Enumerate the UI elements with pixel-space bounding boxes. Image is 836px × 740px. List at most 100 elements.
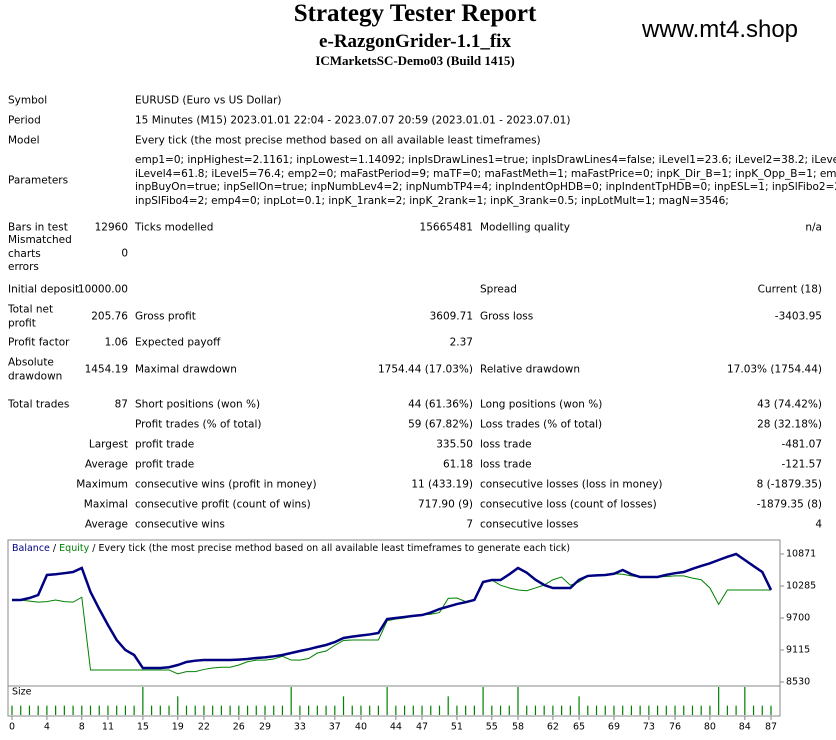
field-label: Gross profit xyxy=(135,310,196,323)
row-label: Profit factor xyxy=(8,336,70,349)
field-value: 717.90 (9) xyxy=(418,498,473,511)
field-label: consecutive profit (count of wins) xyxy=(135,498,311,511)
x-tick-label: 80 xyxy=(704,722,716,733)
field-label: loss trade xyxy=(480,458,532,471)
parameters-line: inpSlFibo4=2; emp4=0; inpLot=0.1; inpK_1… xyxy=(135,194,729,207)
report-title: Strategy Tester Report xyxy=(293,0,537,27)
field-value: Current (18) xyxy=(757,283,822,296)
x-tick-label: 15 xyxy=(137,722,149,733)
field-label: Expected payoff xyxy=(135,336,221,349)
row-value: Average xyxy=(84,518,128,531)
field-value: 7 xyxy=(466,518,473,531)
x-tick-label: 62 xyxy=(547,722,559,733)
field-value: 335.50 xyxy=(436,438,473,451)
y-tick-label: 10871 xyxy=(786,548,816,559)
y-tick-label: 8530 xyxy=(786,677,810,688)
x-tick-label: 47 xyxy=(416,722,428,733)
row-label: Absolute drawdown xyxy=(8,356,63,383)
size-frame xyxy=(7,685,781,717)
field-label: Short positions (won %) xyxy=(135,398,261,411)
x-tick-label: 8 xyxy=(79,722,85,733)
field-label: Ticks modelled xyxy=(135,221,214,234)
field-label: Every tick (the most precise method base… xyxy=(135,134,541,147)
x-tick-label: 37 xyxy=(329,722,341,733)
field-label: profit trade xyxy=(135,438,195,451)
field-value: 17.03% (1754.44) xyxy=(727,363,822,376)
watermark: www.mt4.shop xyxy=(641,16,799,43)
legend-separator: / xyxy=(53,543,57,554)
legend-separator: / xyxy=(92,543,96,554)
x-tick-label: 4 xyxy=(44,722,50,733)
x-tick-label: 19 xyxy=(172,722,184,733)
field-value: -1879.35 (8) xyxy=(756,498,822,511)
field-label: loss trade xyxy=(480,438,532,451)
row-label: Parameters xyxy=(8,174,69,187)
parameters-text: emp1=0; inpHighest=2.1161; inpLowest=1.1… xyxy=(135,154,836,208)
legend-entry: Balance xyxy=(12,543,50,554)
x-tick-label: 51 xyxy=(451,722,463,733)
row-value: 10000.00 xyxy=(77,283,128,296)
field-label: consecutive wins xyxy=(135,518,225,531)
row-value: 87 xyxy=(114,398,128,411)
field-value: 43 (74.42%) xyxy=(757,398,822,411)
field-value: -121.57 xyxy=(781,458,822,471)
x-tick-label: 26 xyxy=(233,722,245,733)
x-tick-label: 44 xyxy=(390,722,402,733)
row-value: 0 xyxy=(121,247,128,260)
x-tick-label: 84 xyxy=(739,722,751,733)
server-name: ICMarketsSC-Demo03 (Build 1415) xyxy=(315,53,515,68)
field-value: 59 (67.82%) xyxy=(408,418,473,431)
y-tick-label: 10285 xyxy=(786,581,816,592)
field-label: Modelling quality xyxy=(480,221,570,234)
field-value: 15665481 xyxy=(419,221,473,234)
x-tick-label: 33 xyxy=(294,722,306,733)
x-tick-label: 73 xyxy=(643,722,655,733)
x-tick-label: 11 xyxy=(102,722,114,733)
field-label: consecutive losses (loss in money) xyxy=(480,478,663,491)
field-label: Maximal drawdown xyxy=(135,363,237,376)
field-label: Loss trades (% of total) xyxy=(480,418,603,431)
legend: Balance / Equity / Every tick (the most … xyxy=(12,543,570,554)
x-tick-label: 76 xyxy=(669,722,681,733)
row-value: 205.76 xyxy=(91,310,128,323)
row-value: Largest xyxy=(88,438,128,451)
field-label: consecutive loss (count of losses) xyxy=(480,498,657,511)
x-tick-label: 87 xyxy=(765,722,777,733)
row-label: Mismatched charts errors xyxy=(8,233,72,273)
field-label: consecutive losses xyxy=(480,518,579,531)
row-label: Initial deposit xyxy=(8,283,80,296)
series-line xyxy=(12,552,773,670)
row-value: 1454.19 xyxy=(84,363,128,376)
field-label: 15 Minutes (M15) 2023.01.01 22:04 - 2023… xyxy=(135,114,571,127)
row-label: Period xyxy=(8,114,41,127)
row-value: Average xyxy=(84,458,128,471)
field-value: 8 (-1879.35) xyxy=(756,478,822,491)
field-label: EURUSD (Euro vs US Dollar) xyxy=(135,94,282,107)
field-value: 28 (32.18%) xyxy=(757,418,822,431)
x-tick-label: 29 xyxy=(259,722,271,733)
row-label: Total net profit xyxy=(8,303,54,330)
field-label: Relative drawdown xyxy=(480,363,581,376)
field-value: 4 xyxy=(815,518,822,531)
field-value: 11 (433.19) xyxy=(411,478,473,491)
x-tick-label: 69 xyxy=(608,722,620,733)
field-value: n/a xyxy=(805,221,822,234)
size-label: Size xyxy=(12,687,32,698)
row-label: Symbol xyxy=(8,94,48,107)
legend-entry: Equity xyxy=(59,543,89,554)
report-subtitle: e-RazgonGrider-1.1_fix xyxy=(319,31,511,52)
parameters-line: inpBuyOn=true; inpSellOn=true; inpNumbLe… xyxy=(135,181,836,193)
chart-frame xyxy=(7,539,781,687)
row-value: Maximum xyxy=(76,478,128,491)
x-tick-label: 40 xyxy=(355,722,367,733)
field-label: Long positions (won %) xyxy=(480,398,603,411)
field-label: profit trade xyxy=(135,458,195,471)
parameters-line: iLevel4=61.8; iLevel5=76.4; emp2=0; maFa… xyxy=(135,167,836,180)
field-label: Profit trades (% of total) xyxy=(135,418,262,431)
row-label: Model xyxy=(8,134,40,147)
field-value: 1754.44 (17.03%) xyxy=(378,363,473,376)
row-label: Bars in test xyxy=(8,221,68,234)
row-value: Maximal xyxy=(83,498,128,511)
x-tick-label: 0 xyxy=(9,722,15,733)
